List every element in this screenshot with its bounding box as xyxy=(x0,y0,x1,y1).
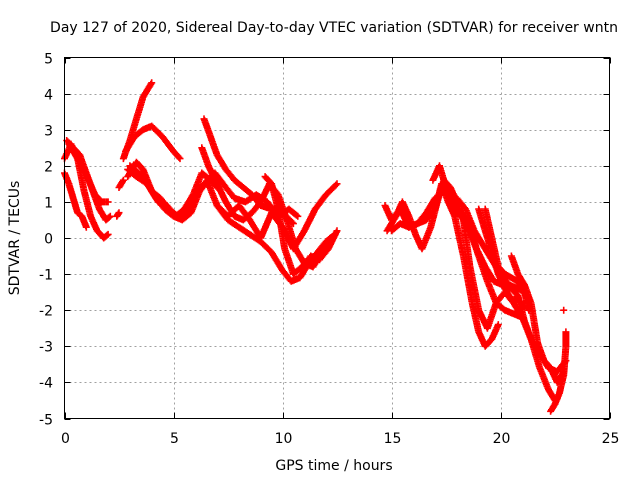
data-markers xyxy=(560,306,568,314)
x-tick-label: 15 xyxy=(384,431,402,447)
chart-title: Day 127 of 2020, Sidereal Day-to-day VTE… xyxy=(50,20,618,36)
data-markers xyxy=(113,209,123,220)
data-markers xyxy=(65,140,112,206)
series-track-11 xyxy=(126,162,221,220)
axis-layer: 0 5 10 15 20 25 -5 -4 -3 -2 -1 0 1 2 3 4 5 xyxy=(39,52,619,448)
x-tick-label: 20 xyxy=(493,431,511,447)
y-tick-label: 1 xyxy=(44,196,53,212)
x-tick-label: 25 xyxy=(602,431,620,447)
series-track-25 xyxy=(547,328,570,415)
series-track-23 xyxy=(481,205,526,292)
y-tick-label: 2 xyxy=(44,160,53,176)
data-markers xyxy=(115,176,127,191)
y-axis-label: SDTVAR / TECUs xyxy=(7,181,23,296)
y-tick-label: -5 xyxy=(39,413,53,429)
x-tick-label: 0 xyxy=(61,431,70,447)
x-axis-label: GPS time / hours xyxy=(275,458,392,474)
data-markers xyxy=(122,122,184,163)
y-tick-label: 4 xyxy=(44,88,53,104)
y-tick-label: 5 xyxy=(44,52,53,68)
y-tick-label: -1 xyxy=(39,268,53,284)
data-markers xyxy=(547,328,570,415)
series-track-19 xyxy=(388,180,502,350)
data-markers xyxy=(481,205,526,292)
x-tick-label: 10 xyxy=(275,431,293,447)
series-layer xyxy=(61,79,570,415)
y-tick-label: -2 xyxy=(39,304,53,320)
data-markers xyxy=(507,252,568,386)
data-markers xyxy=(198,144,334,271)
x-tick-label: 5 xyxy=(170,431,179,447)
series-track-4 xyxy=(65,140,112,206)
grid-layer xyxy=(64,57,610,419)
data-markers xyxy=(126,162,221,220)
series-track-8 xyxy=(122,122,184,163)
y-tick-label: 3 xyxy=(44,124,53,140)
series-track-6 xyxy=(115,176,127,191)
series-track-16 xyxy=(261,173,341,278)
series-track-5 xyxy=(113,209,123,220)
series-track-24 xyxy=(507,252,568,386)
data-markers xyxy=(388,180,502,350)
data-markers xyxy=(261,173,341,278)
y-tick-label: -4 xyxy=(39,376,53,392)
y-tick-label: -3 xyxy=(39,340,53,356)
series-track-13 xyxy=(198,144,334,271)
series-track-26 xyxy=(560,306,568,314)
y-tick-label: 0 xyxy=(44,232,53,248)
